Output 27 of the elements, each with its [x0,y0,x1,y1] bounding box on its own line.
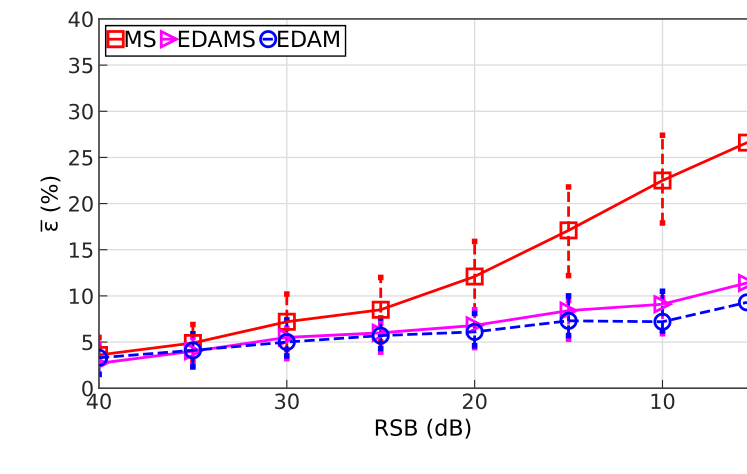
y-tick-label: 20 [69,196,93,212]
x-tick-label: 10 [652,393,674,410]
point [653,295,672,314]
point [560,312,578,330]
point [466,322,484,341]
legend-label: EDAMS [178,30,255,48]
legend-label: EDAM [278,30,339,47]
point [372,300,390,319]
point [653,171,672,190]
legend-label: MS [126,30,156,48]
y-tick-label: 25 [69,150,92,166]
y-tick-label: 5 [82,334,92,350]
x-axis-title: RSB (dB) [376,418,470,439]
point [278,312,296,331]
point [653,312,672,331]
y-tick-label: 35 [69,58,92,74]
y-tick-label: 40 [68,11,93,28]
point [278,333,296,352]
y-tick-label: 15 [70,242,92,258]
x-tick-label: 30 [275,393,299,410]
y-tick-label: 30 [69,104,93,120]
y-tick-label: 10 [70,288,93,304]
y-axis-title: ε̅ (%) [40,176,60,232]
point [372,326,390,345]
point [466,267,484,286]
x-tick-label: 20 [462,393,487,410]
point [560,221,578,240]
